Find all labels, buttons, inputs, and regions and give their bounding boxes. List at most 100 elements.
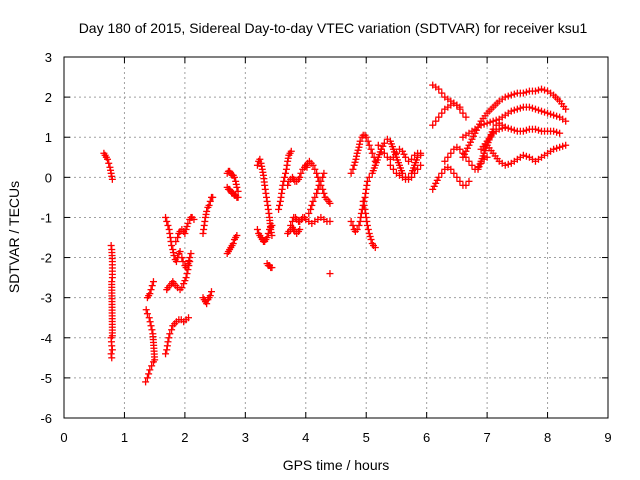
data-point bbox=[351, 158, 359, 166]
data-point bbox=[313, 169, 321, 177]
data-point bbox=[168, 242, 176, 250]
data-point bbox=[326, 217, 334, 225]
data-point bbox=[349, 165, 357, 173]
data-point bbox=[186, 254, 194, 262]
data-point bbox=[233, 183, 241, 191]
data-point bbox=[553, 112, 561, 120]
data-point bbox=[534, 86, 542, 94]
data-point bbox=[185, 257, 193, 265]
y-tick-label: 3 bbox=[45, 50, 52, 65]
data-point bbox=[142, 378, 150, 386]
data-point bbox=[164, 338, 172, 346]
data-point bbox=[181, 229, 189, 237]
data-point bbox=[143, 310, 151, 318]
data-point bbox=[562, 105, 570, 113]
data-point bbox=[179, 258, 187, 266]
data-point bbox=[360, 201, 368, 209]
data-point bbox=[392, 149, 400, 157]
data-point bbox=[326, 270, 334, 278]
data-point bbox=[456, 103, 464, 111]
data-point bbox=[364, 137, 372, 145]
data-point bbox=[145, 314, 153, 322]
data-point bbox=[438, 89, 446, 97]
data-point bbox=[326, 199, 334, 207]
data-point bbox=[268, 221, 276, 229]
data-point bbox=[389, 153, 397, 161]
data-point bbox=[531, 105, 539, 113]
x-tick-label: 8 bbox=[544, 430, 551, 445]
data-point bbox=[349, 221, 357, 229]
data-point bbox=[147, 286, 155, 294]
data-point bbox=[146, 366, 154, 374]
data-point bbox=[174, 234, 182, 241]
data-point bbox=[531, 87, 539, 95]
data-point bbox=[504, 160, 512, 168]
y-tick-label: 1 bbox=[45, 130, 52, 145]
data-point bbox=[534, 126, 542, 134]
data-point bbox=[206, 292, 214, 300]
data-point bbox=[429, 121, 437, 129]
data-points bbox=[100, 81, 570, 386]
data-point bbox=[438, 169, 446, 177]
y-tick-label: -6 bbox=[40, 411, 52, 426]
data-point bbox=[465, 157, 473, 165]
data-point bbox=[465, 141, 473, 149]
data-point bbox=[519, 89, 527, 97]
data-point bbox=[553, 144, 561, 152]
data-point bbox=[148, 282, 156, 290]
data-point bbox=[181, 277, 189, 285]
data-point bbox=[462, 113, 470, 121]
data-point bbox=[486, 118, 494, 126]
data-point bbox=[256, 155, 264, 163]
data-point bbox=[408, 173, 416, 181]
data-point bbox=[433, 176, 441, 184]
data-point bbox=[463, 144, 471, 152]
data-point bbox=[147, 322, 155, 330]
data-point bbox=[495, 125, 503, 133]
data-point bbox=[556, 143, 564, 151]
y-tick-label: -5 bbox=[40, 371, 52, 386]
data-point bbox=[550, 127, 558, 135]
data-point bbox=[386, 161, 394, 169]
data-point bbox=[363, 177, 371, 185]
data-point bbox=[203, 207, 211, 215]
data-point bbox=[145, 370, 153, 378]
data-point bbox=[178, 254, 186, 262]
data-point bbox=[489, 125, 497, 133]
data-point bbox=[380, 139, 388, 147]
data-point bbox=[353, 225, 361, 233]
data-point bbox=[501, 93, 509, 101]
data-point bbox=[435, 173, 443, 181]
data-point bbox=[108, 346, 116, 354]
data-point bbox=[367, 236, 375, 244]
data-point bbox=[366, 232, 374, 240]
data-point bbox=[534, 106, 542, 114]
y-tick-label: -1 bbox=[40, 210, 52, 225]
data-point bbox=[374, 141, 382, 149]
data-point bbox=[234, 193, 242, 201]
data-point bbox=[538, 85, 546, 93]
data-point bbox=[149, 330, 157, 338]
data-point bbox=[541, 86, 549, 94]
data-point bbox=[296, 173, 304, 181]
data-point bbox=[556, 129, 564, 137]
data-point bbox=[435, 113, 443, 121]
data-point bbox=[365, 173, 373, 181]
data-point bbox=[510, 90, 518, 98]
data-point bbox=[547, 110, 555, 118]
data-point bbox=[525, 103, 533, 111]
data-point bbox=[462, 181, 470, 189]
data-point bbox=[148, 362, 156, 370]
data-point bbox=[170, 252, 178, 260]
data-point bbox=[108, 175, 116, 183]
data-point bbox=[468, 161, 476, 169]
data-point bbox=[429, 185, 437, 193]
x-tick-label: 7 bbox=[483, 430, 490, 445]
data-point bbox=[353, 149, 361, 157]
data-point bbox=[164, 221, 172, 229]
data-point bbox=[184, 260, 192, 268]
data-point bbox=[380, 149, 388, 157]
x-tick-label: 9 bbox=[604, 430, 611, 445]
data-point bbox=[444, 153, 452, 161]
